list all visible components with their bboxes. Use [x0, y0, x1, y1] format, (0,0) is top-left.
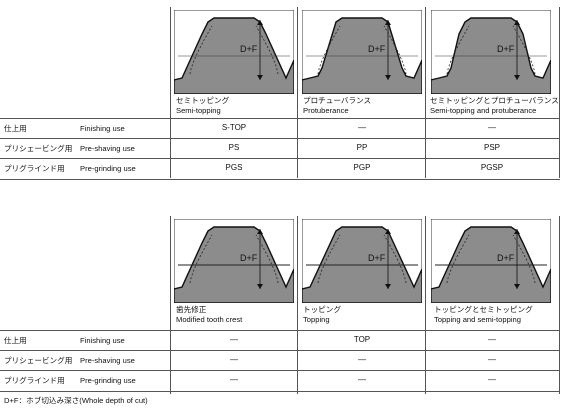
column-divider	[425, 216, 426, 394]
modified-tooth-crest-profile-diagram: D+F	[173, 218, 295, 304]
caption-en: Semi-topping	[176, 106, 221, 115]
table-row-finishing: 仕上用 Finishing use S-TOP — —	[0, 118, 560, 139]
svg-text:D+F: D+F	[368, 253, 386, 263]
table-cell: —	[488, 123, 496, 132]
topping-profile-diagram: D+F	[301, 218, 423, 304]
column-divider	[559, 7, 560, 178]
column-divider	[297, 7, 298, 178]
table-cell: PS	[228, 143, 240, 152]
row-label-jp: 仕上用	[4, 124, 27, 133]
caption-jp: セミトッピングとプロチューバランス	[430, 96, 559, 105]
caption-en: Topping and semi-topping	[434, 315, 521, 324]
table-cell: —	[488, 355, 496, 364]
caption-en: Semi-topping and protuberance	[430, 106, 537, 115]
column-caption: セミトッピングとプロチューバランス Semi-topping and protu…	[430, 96, 559, 116]
column-caption: セミトッピング Semi-topping	[176, 96, 229, 116]
table-row-pre-shaving: プリシェービング用 Pre-shaving use — — —	[0, 350, 560, 371]
caption-jp: プロチューバランス	[303, 96, 372, 105]
row-label: 仕上用 Finishing use	[4, 123, 125, 134]
row-label-jp: プリシェービング用	[4, 356, 73, 365]
table-cell: —	[230, 355, 238, 364]
svg-text:D+F: D+F	[240, 44, 258, 54]
column-divider	[559, 216, 560, 394]
row-label-en: Pre-shaving use	[80, 356, 135, 365]
row-label: プリグラインド用 Pre-grinding use	[4, 375, 136, 386]
table-cell: PP	[356, 143, 368, 152]
table-row-finishing: 仕上用 Finishing use — TOP —	[0, 330, 560, 351]
caption-jp: トッピング	[303, 305, 341, 314]
row-label-en: Pre-grinding use	[80, 164, 136, 173]
caption-jp: 歯先修正	[176, 305, 207, 314]
row-label: 仕上用 Finishing use	[4, 335, 125, 346]
column-divider	[170, 7, 171, 178]
table-cell: PGSP	[480, 163, 504, 172]
svg-text:D+F: D+F	[497, 44, 515, 54]
row-label: プリグラインド用 Pre-grinding use	[4, 163, 136, 174]
table-cell: —	[358, 123, 366, 132]
footnote: D+F：ホブ切込み深さ(Whole depth of cut)	[4, 396, 148, 405]
svg-text:D+F: D+F	[368, 44, 386, 54]
table-cell: —	[230, 335, 238, 344]
table-row-pre-grinding: プリグラインド用 Pre-grinding use — — —	[0, 370, 560, 392]
caption-jp: トッピングとセミトッピング	[434, 305, 533, 314]
semi-topping-profile-diagram: D+F	[173, 9, 295, 95]
row-label: プリシェービング用 Pre-shaving use	[4, 143, 135, 154]
table-cell: PGS	[225, 163, 243, 172]
table-cell: —	[488, 335, 496, 344]
row-label-en: Pre-shaving use	[80, 144, 135, 153]
table-cell: —	[230, 375, 238, 384]
column-caption: トッピングとセミトッピング Topping and semi-topping	[434, 305, 533, 325]
table-cell: TOP	[353, 335, 371, 344]
row-label-en: Finishing use	[80, 336, 125, 345]
caption-en: Topping	[303, 315, 330, 324]
row-label-en: Finishing use	[80, 124, 125, 133]
caption-jp: セミトッピング	[176, 96, 230, 105]
column-divider	[297, 216, 298, 394]
column-divider	[425, 7, 426, 178]
svg-text:D+F: D+F	[240, 253, 258, 263]
caption-en: Protuberance	[303, 106, 349, 115]
column-caption: プロチューバランス Protuberance	[303, 96, 371, 116]
row-label: プリシェービング用 Pre-shaving use	[4, 355, 135, 366]
table-cell: —	[358, 355, 366, 364]
row-label-jp: 仕上用	[4, 336, 27, 345]
row-label-jp: プリグラインド用	[4, 164, 65, 173]
protuberance-profile-diagram: D+F	[301, 9, 423, 95]
column-caption: 歯先修正 Modified tooth crest	[176, 305, 242, 325]
table-row-pre-grinding: プリグラインド用 Pre-grinding use PGS PGP PGSP	[0, 158, 560, 180]
column-caption: トッピング Topping	[303, 305, 341, 325]
table-cell: —	[358, 375, 366, 384]
row-label-jp: プリグラインド用	[4, 376, 65, 385]
caption-en: Modified tooth crest	[176, 315, 243, 324]
topping-and-semi-topping-profile-diagram: D+F	[430, 218, 552, 304]
table-cell: PSP	[483, 143, 500, 152]
table-cell: PGP	[353, 163, 371, 172]
table-row-pre-shaving: プリシェービング用 Pre-shaving use PS PP PSP	[0, 138, 560, 159]
row-label-jp: プリシェービング用	[4, 144, 73, 153]
row-label-en: Pre-grinding use	[80, 376, 136, 385]
semi-topping-and-protuberance-profile-diagram: D+F	[430, 9, 552, 95]
column-divider	[170, 216, 171, 394]
table-cell: S-TOP	[221, 123, 247, 132]
table-cell: —	[488, 375, 496, 384]
svg-text:D+F: D+F	[497, 253, 515, 263]
